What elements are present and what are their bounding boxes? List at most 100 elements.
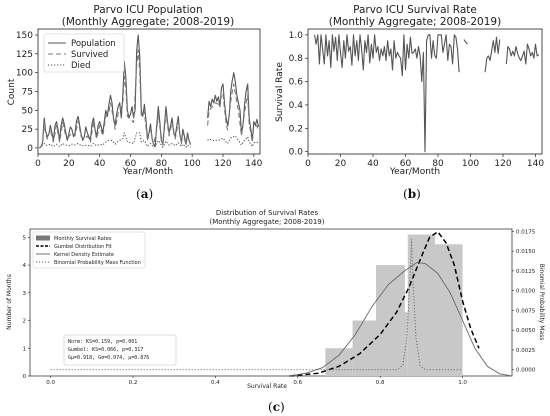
y-tick-label: 1.0: [289, 31, 304, 41]
x-tick-label: 0: [305, 159, 311, 169]
x-tick-label: 100: [184, 159, 201, 169]
panel-a-population-chart: Parvo ICU Population (Monthly Aggregate;…: [7, 4, 263, 201]
y-tick-label: 0.4: [289, 101, 304, 111]
chart-c-ylabel: Number of Months: [6, 274, 13, 330]
y-tick-label: 1: [23, 346, 27, 352]
y-tick-label: 100: [16, 69, 33, 79]
y-tick-label: 0: [23, 374, 27, 380]
y-right-tick-label: 0.0075: [516, 308, 536, 314]
chart-c-ylabel-right: Binomial Probability Mass: [538, 264, 545, 341]
svg-text:(a): (a): [136, 187, 153, 201]
chart-a-ylabel: Count: [7, 78, 17, 105]
series-line-died: [207, 135, 259, 148]
y-tick-label: 0.6: [289, 78, 304, 88]
y-tick-label: 75: [22, 88, 33, 98]
y-right-tick-label: 0.0000: [516, 368, 536, 374]
series-line-survived: [39, 49, 192, 149]
x-tick-label: 0: [35, 159, 41, 169]
y-right-tick-label: 0.0050: [516, 328, 536, 334]
chart-b-subtitle: (Monthly Aggregate; 2008-2019): [329, 16, 501, 28]
stats-annotation-line: Gumbel: KS=0.066, p=0.317: [68, 347, 143, 353]
y-right-tick-label: 0.0125: [516, 269, 536, 275]
x-tick-label: 80: [156, 159, 168, 169]
y-tick-label: 2: [23, 319, 27, 325]
x-tick-label: 60: [125, 159, 137, 169]
histogram-bar: [421, 288, 442, 376]
y-tick-label: 0.2: [289, 124, 303, 134]
x-tick-label: 40: [94, 159, 106, 169]
x-tick-label: 140: [245, 159, 262, 169]
legend-item-label: Binomial Probability Mass Function: [54, 260, 141, 266]
chart-a-subtitle: (Monthly Aggregate; 2008-2019): [62, 16, 234, 28]
y-tick-label: 3: [23, 291, 27, 297]
series-line-died: [39, 132, 191, 149]
series-line-survival-rate: [484, 36, 501, 73]
svg-text:(c): (c): [268, 400, 285, 414]
chart-c-subtitle: (Monthly Aggregate; 2008-2019): [210, 218, 325, 226]
stats-annotation-line: Norm: KS=0.159, p=0.001: [68, 339, 137, 345]
y-tick-label: 0.8: [289, 54, 304, 64]
y-tick-label: 150: [16, 31, 33, 41]
y-tick-label: 50: [22, 106, 34, 116]
chart-b-ylabel: Survival Rate: [275, 62, 285, 122]
stats-annotation-line: Gμ=0.918, Gσ=0.074, μ=0.876: [68, 355, 149, 361]
chart-c-xlabel: Survival Rate: [247, 383, 287, 390]
x-tick-label: 80: [432, 159, 444, 169]
plot-frame: [307, 28, 543, 155]
legend-item-label: Kernel Density Estimate: [54, 252, 114, 258]
chart-c-caption-letter: c: [273, 400, 280, 414]
x-tick-label: 0.8: [376, 380, 385, 386]
x-tick-label: 0.6: [293, 380, 302, 386]
svg-text:(b): (b): [403, 187, 421, 201]
legend-box: [32, 231, 146, 269]
y-tick-label: 0.0: [289, 148, 304, 158]
series-line-population: [207, 72, 260, 141]
x-tick-label: 1.0: [458, 380, 467, 386]
x-tick-label: 0.0: [46, 380, 55, 386]
y-tick-label: 0: [27, 144, 33, 154]
y-right-tick-label: 0.0025: [516, 348, 536, 354]
x-tick-label: 120: [494, 159, 511, 169]
chart-a-title: Parvo ICU Population: [93, 4, 202, 16]
x-tick-label: 20: [63, 159, 75, 169]
legend-item-label: Monthly Survival Rates: [54, 236, 112, 242]
chart-a-xlabel: Year/Month: [122, 167, 173, 177]
x-tick-label: 20: [335, 159, 347, 169]
y-right-tick-label: 0.0175: [516, 229, 536, 235]
y-tick-label: 5: [23, 235, 27, 241]
series-line-survival-rate: [463, 39, 468, 45]
x-tick-label: 40: [367, 159, 379, 169]
series-line-gumbel-distribution-fit: [289, 230, 480, 377]
legend-item-label: Died: [71, 61, 91, 71]
y-tick-label: 125: [16, 50, 33, 60]
legend-item-label: Gumbel Distribution Fit: [54, 244, 112, 250]
series-line-survival-rate: [313, 34, 460, 153]
x-tick-label: 100: [462, 159, 479, 169]
chart-c-title: Distribution of Survival Rates: [216, 209, 319, 217]
y-tick-label: 4: [23, 263, 27, 269]
chart-b-title: Parvo ICU Survival Rate: [353, 4, 477, 16]
y-right-tick-label: 0.0150: [516, 249, 536, 255]
x-tick-label: 60: [400, 159, 412, 169]
series-line-survival-rate: [505, 43, 540, 65]
chart-b-caption-letter: b: [408, 187, 416, 201]
x-tick-label: 140: [527, 159, 544, 169]
plot-frame: [29, 228, 513, 377]
x-tick-label: 120: [214, 159, 231, 169]
series-line-population: [39, 34, 192, 149]
x-tick-label: 0.2: [129, 380, 138, 386]
stats-annotation-box: [63, 334, 177, 366]
y-tick-label: 25: [22, 125, 33, 135]
y-right-tick-label: 0.0100: [516, 289, 536, 295]
legend-item-label: Survived: [71, 50, 108, 60]
panel-c-distribution-chart: Distribution of Survival Rates (Monthly …: [6, 209, 545, 414]
legend-item-label: Population: [71, 39, 116, 49]
legend-swatch: [36, 235, 50, 241]
x-tick-label: 0.4: [211, 380, 220, 386]
series-line-binomial-probability-mass-function: [50, 239, 463, 371]
chart-a-caption-letter: a: [141, 187, 149, 201]
chart-b-xlabel: Year/Month: [389, 167, 440, 177]
series-line-survived: [207, 83, 260, 143]
panel-b-survival-chart: Parvo ICU Survival Rate (Monthly Aggrega…: [275, 4, 544, 201]
